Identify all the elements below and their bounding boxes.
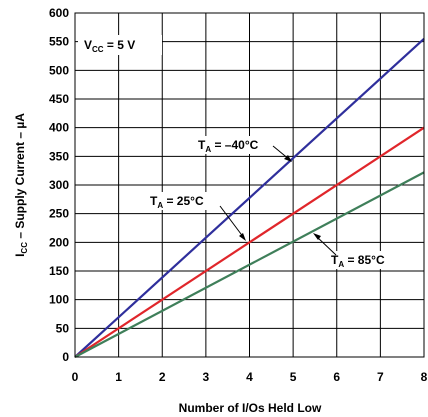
y-tick-label: 600: [49, 6, 69, 20]
series-line-0: [74, 37, 425, 358]
y-tick-label: 400: [49, 121, 69, 135]
y-tick-label: 250: [49, 207, 69, 221]
plot-frame: [74, 12, 425, 358]
series-pointer-1: [219, 205, 245, 239]
grid: [74, 12, 425, 358]
y-tick-label: 450: [49, 92, 69, 106]
series-label-0: TA = –40°C: [198, 138, 259, 154]
x-tick-label: 1: [115, 370, 122, 384]
series-lines: [74, 37, 425, 358]
series-line-1: [74, 126, 425, 358]
series-pointer-head-0: [284, 155, 292, 162]
series-label-box-1: [148, 192, 218, 210]
series-label-2: TA = 85°C: [331, 253, 385, 269]
x-tick-label: 0: [72, 370, 79, 384]
series-label-box-0: [195, 136, 281, 154]
series-line-2: [74, 171, 425, 358]
x-tick-label: 6: [333, 370, 340, 384]
series-pointer-head-1: [239, 233, 246, 241]
y-tick-label: 550: [49, 35, 69, 49]
y-tick-label: 350: [49, 149, 69, 163]
x-tick-label: 3: [203, 370, 210, 384]
series-pointer-head-2: [313, 233, 321, 240]
y-tick-label: 200: [49, 235, 69, 249]
y-tick-label: 500: [49, 63, 69, 77]
y-tick-label: 300: [49, 178, 69, 192]
series-label-1: TA = 25°C: [150, 194, 204, 210]
x-tick-labels: 0 1 2 3 4 5 6 7 8: [72, 370, 428, 384]
x-tick-label: 4: [246, 370, 253, 384]
y-axis-title: ICC – Supply Current – µA: [13, 113, 29, 257]
y-tick-label: 100: [49, 293, 69, 307]
series-pointer-2: [315, 235, 337, 256]
x-tick-label: 5: [290, 370, 297, 384]
condition-label: VCC = 5 V: [84, 38, 135, 54]
x-axis-title: Number of I/Os Held Low: [179, 401, 322, 415]
y-tick-label: 150: [49, 264, 69, 278]
y-tick-label: 50: [56, 321, 70, 335]
series-label-box-2: [328, 251, 398, 269]
x-tick-label: 8: [421, 370, 428, 384]
x-tick-label: 7: [377, 370, 384, 384]
y-tick-label: 0: [62, 350, 69, 364]
condition-label-box: [78, 35, 162, 55]
x-tick-label: 2: [159, 370, 166, 384]
y-tick-labels: 0 50 100 150 200 250 300 350 400 450 500 550 600: [49, 6, 69, 364]
